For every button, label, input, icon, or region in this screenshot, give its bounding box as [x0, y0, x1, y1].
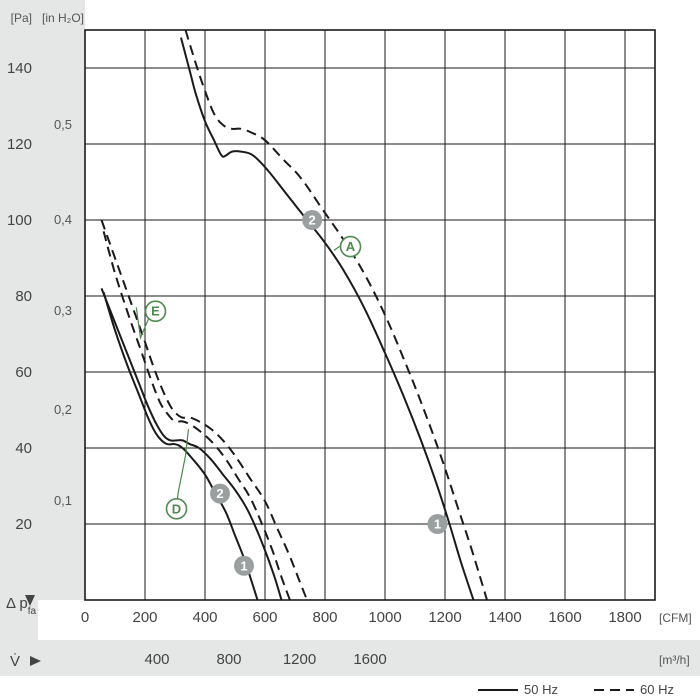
y-inh2o-tick: 0,4	[54, 212, 72, 227]
marker-label-A: A	[346, 239, 356, 254]
curve-lower-dashed-outer	[102, 220, 308, 600]
y-pa-tick: 120	[7, 136, 32, 153]
x-cfm-tick: 600	[252, 609, 277, 626]
performance-chart: 20406080100120140[Pa]0,10,20,30,40,5[in …	[0, 0, 700, 700]
curve-upper-dashed	[186, 30, 488, 600]
x-cfm-tick: 1000	[368, 609, 401, 626]
y-inh2o-unit: [in H₂O]	[42, 11, 84, 25]
y-pa-tick: 80	[15, 288, 32, 305]
legend-label: 50 Hz	[524, 682, 558, 697]
x-cfm-tick: 0	[81, 609, 89, 626]
x-m3h-unit: [m³/h]	[659, 653, 690, 667]
x-cfm-tick: 1800	[608, 609, 641, 626]
curve-lower-solid-inner	[104, 292, 258, 600]
marker-label-E: E	[151, 304, 160, 319]
curve-upper-solid	[181, 38, 474, 600]
x-cfm-tick: 800	[312, 609, 337, 626]
curve-lower-solid-outer	[102, 288, 282, 600]
x-m3h-tick: 400	[144, 651, 169, 668]
y-pa-unit: [Pa]	[11, 11, 32, 25]
x-cfm-tick: 200	[132, 609, 157, 626]
y-pa-tick: 20	[15, 516, 32, 533]
x-m3h-tick: 1600	[353, 651, 386, 668]
y-inh2o-tick: 0,5	[54, 117, 72, 132]
marker-label-n1-low: 1	[240, 558, 247, 573]
y-pa-tick: 60	[15, 364, 32, 381]
x-m3h-tick: 1200	[283, 651, 316, 668]
marker-label-n2-low: 2	[216, 486, 223, 501]
x-m3h-tick: 800	[216, 651, 241, 668]
marker-label-D: D	[172, 501, 181, 516]
x-cfm-tick: 1400	[488, 609, 521, 626]
x-cfm-tick: 1600	[548, 609, 581, 626]
marker-label-n1-high: 1	[434, 517, 441, 532]
legend-label: 60 Hz	[640, 682, 674, 697]
y-pa-tick: 140	[7, 60, 32, 77]
y-inh2o-tick: 0,3	[54, 303, 72, 318]
x-cfm-tick: 1200	[428, 609, 461, 626]
x-axis-label: V̇	[10, 653, 20, 670]
x-cfm-tick: 400	[192, 609, 217, 626]
y-pa-tick: 40	[15, 440, 32, 457]
marker-label-n2-high: 2	[308, 213, 315, 228]
y-inh2o-tick: 0,1	[54, 493, 72, 508]
y-inh2o-tick: 0,2	[54, 402, 72, 417]
x-cfm-unit: [CFM]	[659, 611, 692, 625]
y-pa-tick: 100	[7, 212, 32, 229]
